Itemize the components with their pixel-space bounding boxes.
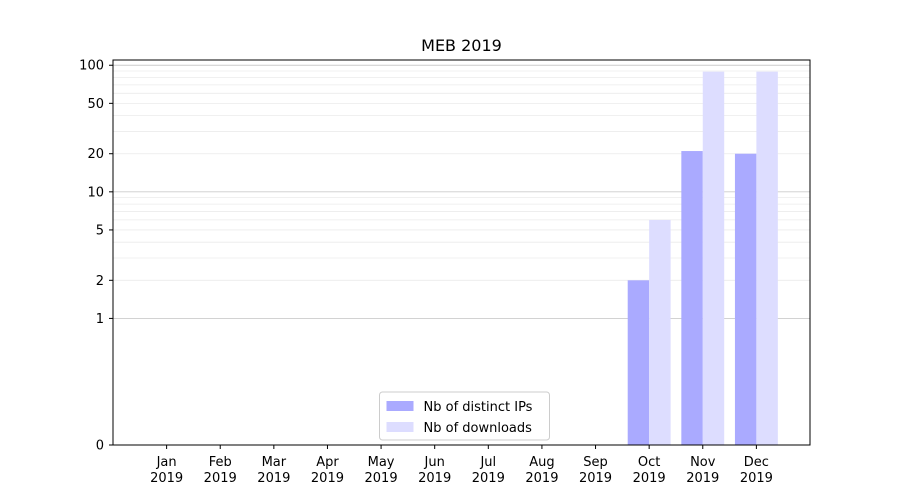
x-tick-label-month: Nov	[690, 455, 716, 470]
x-tick-label-month: Jan	[156, 455, 177, 470]
x-tick-label-year: 2019	[686, 471, 719, 486]
x-tick-label-year: 2019	[579, 471, 612, 486]
bar-ips-dec	[734, 153, 757, 446]
legend-swatch-downloads	[386, 422, 414, 432]
bar-ips-oct	[627, 280, 650, 445]
y-axis: 0 1 2 5 10 20 50 100	[79, 59, 113, 454]
x-tick-label-month: Oct	[638, 455, 660, 470]
x-tick-label-month: Jul	[479, 455, 496, 470]
y-tick-label: 10	[87, 185, 104, 200]
x-tick-label-year: 2019	[311, 471, 344, 486]
x-tick-label-year: 2019	[365, 471, 398, 486]
y-tick-label: 2	[96, 274, 104, 289]
x-tick-label-month: Aug	[529, 455, 554, 470]
y-tick-label: 20	[87, 147, 104, 162]
bar-downloads-oct	[649, 219, 671, 445]
bar-downloads-nov	[702, 71, 725, 446]
y-tick-label: 100	[79, 59, 104, 74]
y-tick-label: 0	[96, 439, 104, 454]
x-tick-label-year: 2019	[257, 471, 290, 486]
legend-swatch-ips	[386, 401, 414, 411]
bar-downloads-dec	[756, 71, 778, 446]
x-tick-label-month: Mar	[262, 455, 287, 470]
x-tick-label-month: Feb	[209, 455, 232, 470]
x-tick-label-year: 2019	[740, 471, 773, 486]
legend: Nb of distinct IPs Nb of downloads	[379, 391, 550, 441]
x-tick-label-month: Sep	[583, 455, 608, 470]
bars	[627, 71, 778, 446]
x-tick-label-year: 2019	[150, 471, 183, 486]
x-tick-label-year: 2019	[472, 471, 505, 486]
x-axis: Jan2019Feb2019Mar2019Apr2019May2019Jun20…	[150, 445, 773, 486]
chart-title: MEB 2019	[421, 36, 502, 55]
x-tick-label-month: Dec	[744, 455, 769, 470]
y-tick-label: 1	[96, 312, 104, 327]
plot-frame	[112, 59, 811, 446]
y-tick-label: 5	[96, 223, 104, 238]
x-tick-label-year: 2019	[418, 471, 451, 486]
legend-label-ips: Nb of distinct IPs	[424, 400, 533, 415]
x-tick-label-year: 2019	[525, 471, 558, 486]
x-tick-label-month: Jun	[424, 455, 445, 470]
x-tick-label-month: Apr	[316, 455, 339, 470]
bar-ips-nov	[681, 151, 703, 445]
y-tick-label: 50	[87, 97, 104, 112]
legend-label-downloads: Nb of downloads	[424, 421, 533, 436]
legend-box	[379, 391, 550, 441]
grid-lines	[113, 64, 810, 319]
x-tick-label-year: 2019	[633, 471, 666, 486]
x-tick-label-month: May	[368, 455, 395, 470]
x-tick-label-year: 2019	[204, 471, 237, 486]
